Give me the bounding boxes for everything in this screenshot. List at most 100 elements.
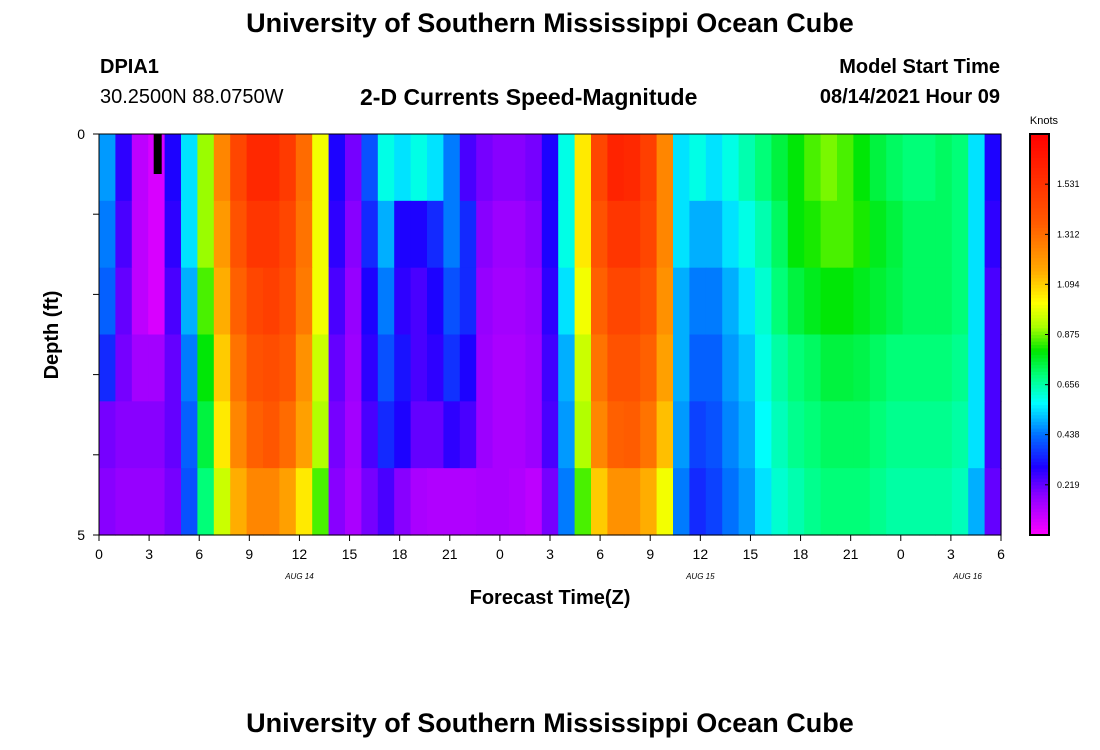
heatmap-cell (492, 334, 510, 402)
heatmap-cell (197, 334, 215, 402)
heatmap-cell (771, 200, 789, 269)
heatmap-cell (722, 134, 740, 202)
heatmap-cell (492, 134, 510, 202)
colorbar-segment (1030, 227, 1049, 232)
heatmap-cell (673, 267, 690, 336)
colorbar-segment (1030, 190, 1049, 195)
x-tick-label: 3 (145, 546, 153, 562)
heatmap-cell (640, 267, 658, 336)
colorbar-segment (1030, 331, 1049, 335)
heatmap-cell (607, 267, 625, 336)
heatmap-cell (525, 468, 543, 536)
heatmap-cell (820, 267, 838, 336)
heatmap-cell (279, 200, 297, 269)
heatmap-cell (525, 134, 543, 202)
colorbar-segment (1030, 184, 1049, 188)
heatmap-cell (361, 468, 379, 536)
heatmap-cell (705, 401, 723, 469)
colorbar-segment (1030, 468, 1049, 473)
heatmap-cell (853, 334, 871, 402)
x-tick-label: 18 (392, 546, 408, 562)
heatmap-cell (295, 334, 313, 402)
heatmap-cell (164, 334, 182, 402)
heatmap-cell (689, 334, 707, 402)
heatmap-cell (558, 468, 576, 536)
heatmap-cell (410, 134, 428, 202)
heatmap-cell (869, 267, 887, 336)
heatmap-cell (902, 334, 920, 402)
colorbar-segment (1030, 461, 1049, 466)
colorbar-segment (1030, 494, 1049, 499)
colorbar-segment (1030, 220, 1049, 225)
heatmap-cell (279, 401, 297, 469)
colorbar-segment (1030, 381, 1049, 386)
y-tick-label: 5 (77, 527, 85, 543)
heatmap-cell (443, 267, 461, 336)
heatmap-cell (574, 134, 592, 202)
heatmap-cell (705, 468, 723, 536)
heatmap-cell (197, 401, 215, 469)
colorbar-segment (1030, 334, 1049, 339)
heatmap-cell (738, 334, 756, 402)
heatmap-cell (771, 334, 789, 402)
heatmap-cell (509, 134, 526, 202)
heatmap-cell (787, 468, 805, 536)
heatmap-cell (164, 468, 182, 536)
heatmap-cell (935, 134, 953, 202)
heatmap-cell (837, 200, 854, 269)
colorbar-tick-label: 1.312 (1057, 229, 1080, 239)
heatmap-cell (902, 134, 920, 202)
heatmap-cell (656, 134, 674, 202)
x-tick-label: 0 (496, 546, 504, 562)
heatmap-cell (869, 334, 887, 402)
colorbar-segment (1030, 458, 1049, 462)
heatmap-cell (115, 267, 133, 336)
heatmap-cell (230, 267, 248, 336)
heatmap-cell (705, 134, 723, 202)
heatmap-cell (541, 134, 559, 202)
heatmap-cell (213, 401, 231, 469)
heatmap-cell (361, 267, 379, 336)
heatmap-cell (279, 334, 297, 402)
colorbar-segment (1030, 491, 1049, 496)
colorbar-tick-label: 0.438 (1057, 430, 1080, 440)
colorbar-segment (1030, 284, 1049, 289)
heatmap-cell (951, 334, 969, 402)
heatmap-cell (197, 134, 215, 202)
heatmap-cell (738, 401, 756, 469)
colorbar-segment (1030, 224, 1049, 229)
heatmap-cell (886, 134, 904, 202)
heatmap-cell (459, 468, 477, 536)
heatmap-cell (755, 267, 772, 336)
colorbar-segment (1030, 347, 1049, 352)
heatmap-cell (869, 468, 887, 536)
y-axis-label: Depth (ft) (41, 291, 63, 380)
heatmap-cell (820, 134, 838, 202)
heatmap-cell (574, 200, 592, 269)
heatmap-cell (886, 200, 904, 269)
heatmap-cell (574, 401, 592, 469)
heatmap-cell (246, 401, 264, 469)
heatmap-cell (213, 134, 231, 202)
heatmap-cell (673, 200, 690, 269)
heatmap-cell (164, 134, 182, 202)
heatmap-cell (755, 200, 772, 269)
heatmap-cell (394, 468, 412, 536)
heatmap-cell (673, 134, 690, 202)
heatmap-cell (131, 401, 149, 469)
colorbar-segment (1030, 170, 1049, 175)
colorbar-tick-label: 1.531 (1057, 179, 1080, 189)
heatmap-cell (968, 267, 986, 336)
heatmap-cell (968, 401, 986, 469)
x-tick-label: 0 (95, 546, 103, 562)
heatmap-cell (525, 200, 543, 269)
heatmap-cell (541, 401, 559, 469)
colorbar-segment (1030, 267, 1049, 272)
heatmap-cell (131, 468, 149, 536)
heatmap-cell (328, 401, 346, 469)
heatmap-cell (197, 200, 215, 269)
heatmap-cell (410, 401, 428, 469)
heatmap-cell (558, 401, 576, 469)
colorbar-segment (1030, 321, 1049, 325)
heatmap-cell (509, 334, 526, 402)
